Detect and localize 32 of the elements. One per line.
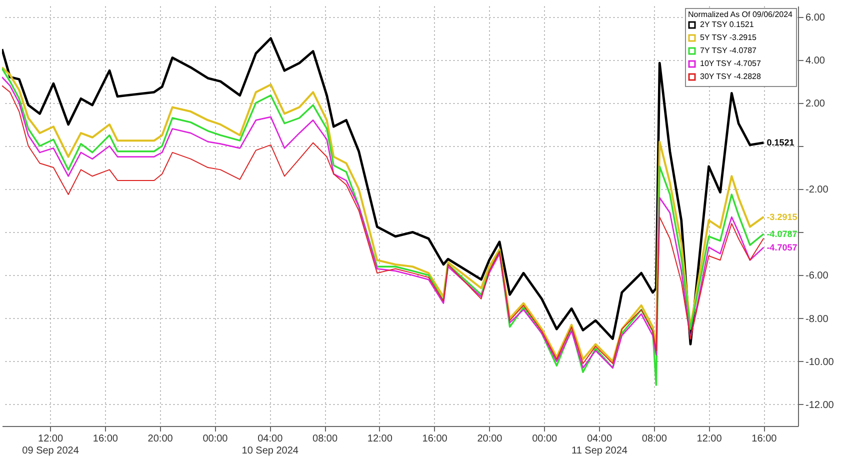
annotation: 0.1521 — [766, 138, 794, 148]
legend-label: 7Y TSY -4.0787 — [700, 46, 758, 55]
x-tick-label: 00:00 — [202, 434, 228, 444]
x-tick-label: 16:00 — [752, 434, 778, 444]
x-tick-label: 16:00 — [92, 434, 118, 444]
x-tick-label: 04:00 11 Sep 2024 — [572, 434, 628, 456]
legend-label: 5Y TSY -3.2915 — [700, 33, 758, 42]
y-tick-label: -8.00 — [806, 314, 829, 325]
x-tick-label: 16:00 — [422, 434, 448, 444]
x-tick-label: 12:00 — [696, 434, 722, 444]
legend-label: 30Y TSY -4.2828 — [700, 72, 762, 81]
y-tick-label: 2.00 — [806, 98, 826, 110]
x-tick-label: 20:00 — [477, 434, 503, 444]
x-tick-label: 12:00 09 Sep 2024 — [22, 434, 80, 456]
legend-title: Normalized As Of 09/06/2024 — [688, 10, 794, 19]
x-tick-label: 00:00 — [532, 434, 558, 444]
x-tick-label: 08:00 — [312, 434, 338, 444]
x-tick-label: 20:00 — [148, 434, 174, 444]
annotation: -4.0787 — [766, 228, 798, 239]
y-tick-label: -12.00 — [806, 400, 834, 411]
y-tick-label: -10.00 — [806, 356, 834, 368]
y-tick-label: -6.00 — [806, 270, 829, 282]
annotation: -3.2915 — [766, 212, 798, 222]
x-tick-label: 04:00 10 Sep 2024 — [242, 434, 299, 456]
annotation: -4.7057 — [766, 242, 798, 252]
x-tick-label: 12:00 — [367, 434, 393, 444]
legend-label: 10Y TSY -4.7057 — [700, 59, 762, 68]
legend-label: 2Y TSY 0.1521 — [700, 20, 754, 29]
y-tick-label: 6.00 — [806, 12, 826, 24]
y-tick-label: 4.00 — [806, 55, 826, 66]
x-tick-label: 08:00 — [642, 434, 668, 444]
y-tick-label: -2.00 — [806, 184, 829, 196]
